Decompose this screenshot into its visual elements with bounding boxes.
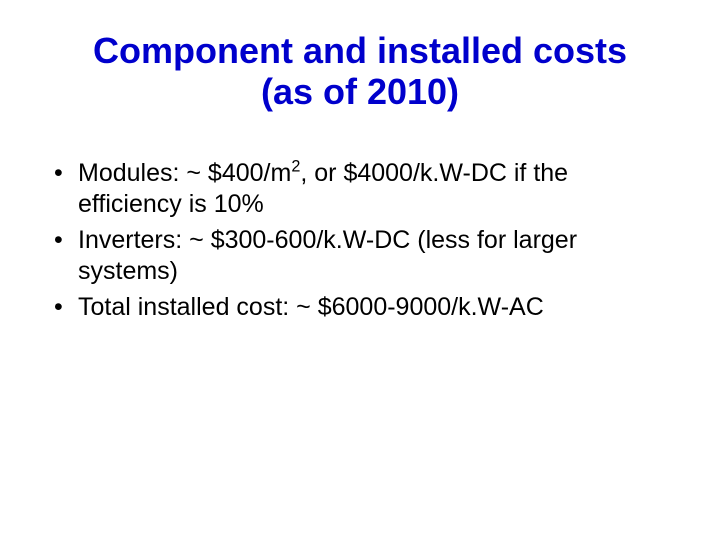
title-line-1: Component and installed costs <box>93 30 627 71</box>
bullet-text-pre: Modules: ~ $400/m <box>78 159 291 187</box>
slide-title: Component and installed costs (as of 201… <box>0 30 720 113</box>
slide: Component and installed costs (as of 201… <box>0 0 720 540</box>
bullet-item: Modules: ~ $400/m2, or $4000/k.W-DC if t… <box>50 158 665 219</box>
title-line-2: (as of 2010) <box>261 71 459 112</box>
bullet-text-pre: Total installed cost: ~ $6000-9000/k.W-A… <box>78 293 544 321</box>
bullet-item: Inverters: ~ $300-600/k.W-DC (less for l… <box>50 225 665 286</box>
bullet-list: Modules: ~ $400/m2, or $4000/k.W-DC if t… <box>50 158 665 329</box>
bullet-item: Total installed cost: ~ $6000-9000/k.W-A… <box>50 292 665 323</box>
bullet-text-pre: Inverters: ~ $300-600/k.W-DC (less for l… <box>78 226 577 285</box>
